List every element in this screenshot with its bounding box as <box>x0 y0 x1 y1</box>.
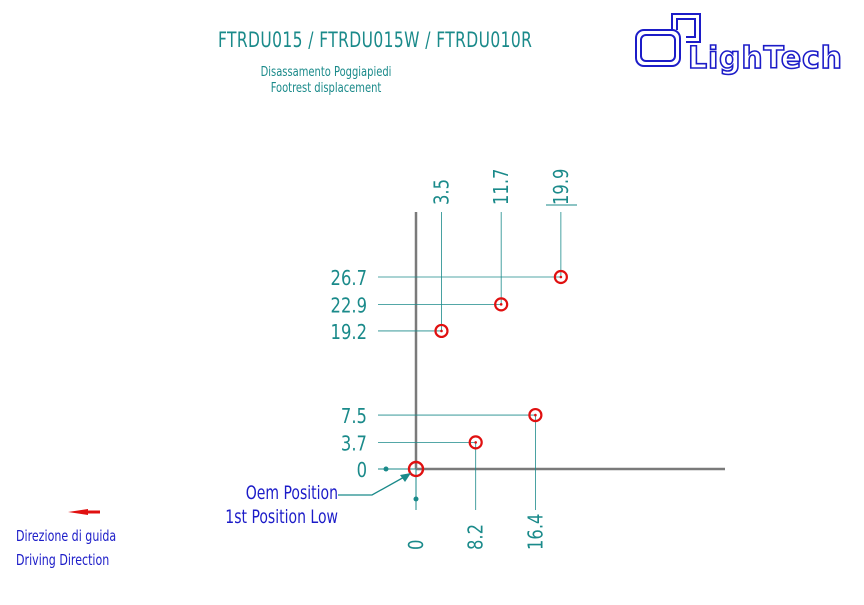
origin-dot-left <box>383 466 389 472</box>
position-marker-center <box>474 441 477 444</box>
callout-first-position-low: 1st Position Low <box>225 506 338 528</box>
position-marker-center <box>440 329 443 333</box>
y-label: 0 <box>357 460 367 483</box>
subtitle-italian: Disassamento Poggiapiedi <box>260 65 392 80</box>
x-label-top: 19.9 <box>550 169 573 205</box>
callout-arrowhead-icon <box>400 473 411 482</box>
position-marker <box>494 297 509 312</box>
callout-leader <box>338 475 407 496</box>
y-label: 7.5 <box>341 406 367 429</box>
origin-marker <box>407 460 425 478</box>
position-marker-center <box>559 275 563 279</box>
svg-text:LighTech: LighTech <box>688 41 842 76</box>
x-label-top: 3.5 <box>431 179 454 205</box>
driving-direction-arrow-icon <box>68 509 100 515</box>
x-label-bottom: 16.4 <box>525 514 548 550</box>
position-marker <box>553 269 568 285</box>
y-label: 19.2 <box>331 321 367 344</box>
position-marker <box>528 407 543 423</box>
displacement-plot: 26.7 22.9 19.2 7.5 3.7 0 3.5 11.7 19.9 0 8.2 16.4 <box>331 169 725 550</box>
callout <box>338 473 411 496</box>
x-label-bottom: 0 <box>406 540 429 550</box>
position-marker-center <box>499 303 503 306</box>
x-label-bottom: 8.2 <box>465 524 488 550</box>
drawing-title: FTRDU015 / FTRDU015W / FTRDU010R <box>218 28 533 52</box>
subtitle-english: Footrest displacement <box>270 81 382 96</box>
y-label: 3.7 <box>341 433 367 456</box>
position-marker-center <box>534 413 537 417</box>
legend-direction-english: Driving Direction <box>16 551 110 569</box>
position-marker <box>434 323 449 339</box>
x-label-top: 11.7 <box>491 169 514 205</box>
callout-oem-position: Oem Position <box>245 482 338 504</box>
position-marker <box>468 435 483 450</box>
legend-direction-italian: Direzione di guida <box>16 527 117 545</box>
lightech-logo: LighTech <box>635 13 843 77</box>
origin-dot-bottom <box>413 496 419 502</box>
y-label: 22.9 <box>331 295 367 318</box>
y-label: 26.7 <box>331 268 367 291</box>
